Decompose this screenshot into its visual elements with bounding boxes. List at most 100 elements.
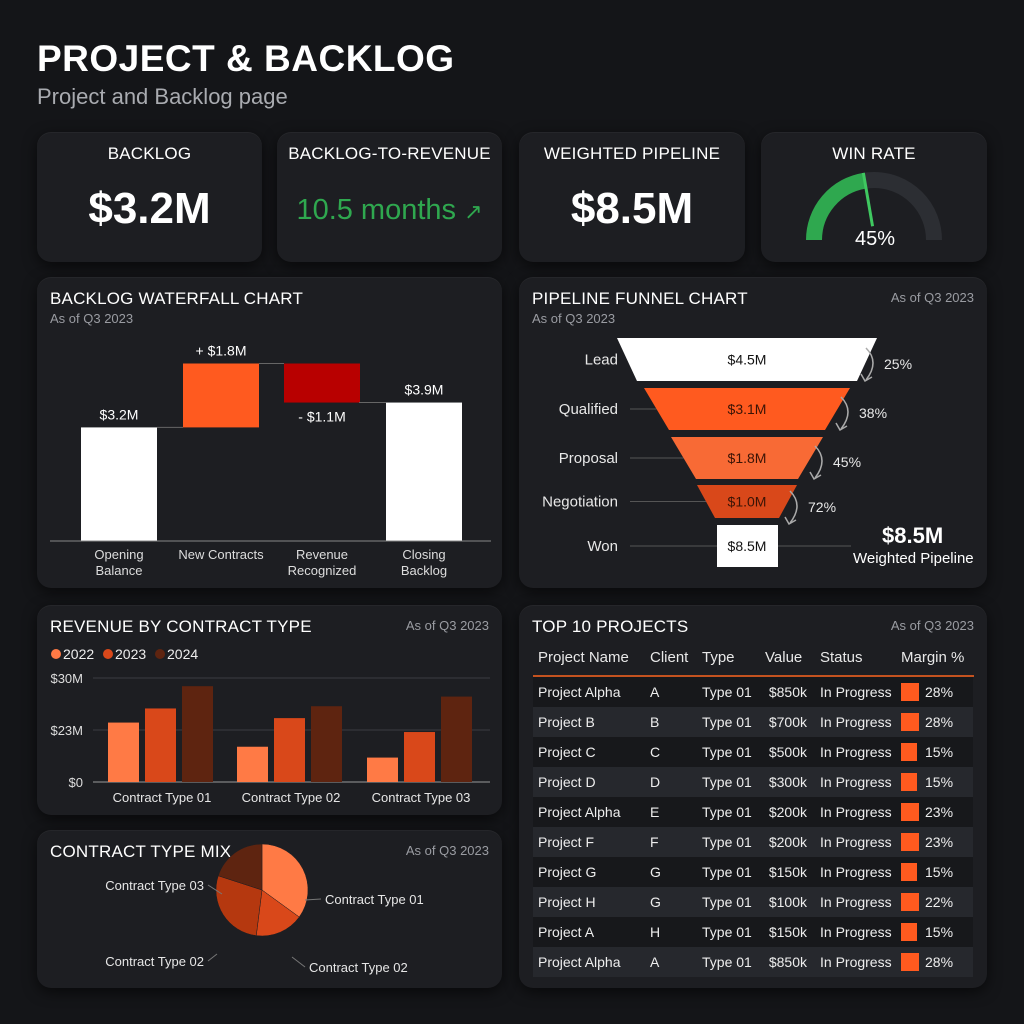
funnel-stage — [697, 485, 797, 518]
waterfall-category-label: Revenue — [296, 547, 348, 562]
table-cell: Type 01 — [702, 834, 752, 850]
chart-title: BACKLOG WATERFALL CHART — [50, 289, 304, 308]
table-cell: 28% — [925, 684, 954, 700]
table-row[interactable]: Project Alpha E Type 01 $200k In Progress 23% — [533, 797, 973, 827]
table-cell: Type 01 — [702, 894, 752, 910]
table-row[interactable]: Project G G Type 01 $150k In Progress 15% — [533, 857, 973, 887]
table-cell: 23% — [925, 804, 954, 820]
table-cell: $500k — [768, 744, 807, 760]
margin-indicator — [901, 863, 917, 881]
table-cell: 15% — [925, 924, 954, 940]
waterfall-value-label: $3.2M — [100, 406, 139, 422]
kpi-value: $8.5M — [570, 184, 694, 233]
table-cell: In Progress — [820, 714, 892, 730]
table-cell: Project F — [538, 834, 595, 850]
arrow-head-icon — [835, 422, 848, 432]
table-cell: Project D — [538, 774, 596, 790]
table-cell: $150k — [768, 924, 807, 940]
funnel-stage-value: $1.8M — [728, 450, 767, 466]
funnel-stage — [671, 437, 823, 479]
chart-title: REVENUE BY CONTRACT TYPE — [50, 617, 312, 636]
table-cell: Type 01 — [702, 774, 752, 790]
waterfall-bar — [284, 363, 360, 403]
table-cell: $200k — [768, 804, 807, 820]
funnel-stage-value: $8.5M — [728, 538, 767, 554]
waterfall-category-label: Opening — [94, 547, 143, 562]
table-cell: $850k — [768, 954, 807, 970]
contract-mix-card: CONTRACT TYPE MIX As of Q3 2023 Contract… — [37, 830, 502, 988]
table-cell: Project C — [538, 744, 596, 760]
table-row[interactable]: Project Alpha A Type 01 $850k In Progress 28% — [533, 677, 973, 707]
table-cell: 28% — [925, 954, 954, 970]
revenue-bar-chart: $0 $23M $30M 2022 2023 2024 Contract Type 01 Co… — [50, 646, 490, 805]
margin-indicator — [901, 953, 919, 971]
curved-arrow-icon — [865, 347, 874, 381]
table-cell: Project Alpha — [538, 684, 621, 700]
revenue-bar — [311, 706, 342, 782]
table-cell: H — [650, 924, 661, 940]
funnel-chart: $4.5M Lead 25% $3.1M Qualified 38% $1.8M Propos… — [542, 338, 912, 567]
kpi-weighted-pipeline: WEIGHTED PIPELINE $8.5M — [519, 132, 745, 262]
pie-label: Contract Type 03 — [105, 878, 204, 893]
column-header[interactable]: Status — [820, 649, 863, 666]
revenue-bar — [237, 746, 268, 782]
margin-indicator — [901, 683, 919, 701]
table-cell: Project Alpha — [538, 804, 621, 820]
conversion-rate: 72% — [808, 499, 836, 515]
column-header[interactable]: Type — [702, 649, 735, 666]
table-title: TOP 10 PROJECTS — [532, 617, 689, 636]
table-cell: $200k — [768, 834, 807, 850]
table-cell: 15% — [925, 744, 954, 760]
funnel-stage-value: $3.1M — [728, 401, 767, 417]
margin-indicator — [901, 773, 917, 791]
kpi-label: WEIGHTED PIPELINE — [543, 144, 721, 163]
table-cell: D — [650, 774, 661, 790]
chart-title: CONTRACT TYPE MIX — [50, 842, 232, 861]
kpi-value: $3.2M — [88, 184, 211, 233]
table-cell: $850k — [768, 684, 807, 700]
kpi-value: 45% — [854, 228, 896, 250]
column-header[interactable]: Project Name — [538, 649, 629, 666]
funnel-stage-name: Lead — [585, 352, 618, 369]
kpi-backlog-to-revenue: BACKLOG-TO-REVENUE 10.5 months ↗ — [277, 132, 502, 262]
weighted-pipeline-label: Weighted Pipeline — [853, 550, 974, 567]
table-row[interactable]: Project A H Type 01 $150k In Progress 15% — [533, 917, 973, 947]
y-tick-label: $30M — [50, 671, 83, 686]
column-header[interactable]: Client — [650, 649, 689, 666]
kpi-win-rate: WIN RATE 45% — [761, 132, 987, 262]
table-cell: 15% — [925, 774, 954, 790]
table-row[interactable]: Project F F Type 01 $200k In Progress 23% — [533, 827, 973, 857]
pipeline-funnel-card: PIPELINE FUNNEL CHART As of Q3 2023 As o… — [519, 277, 987, 588]
funnel-stage — [717, 525, 778, 567]
table-cell: Project Alpha — [538, 954, 621, 970]
table-row[interactable]: Project D D Type 01 $300k In Progress 15% — [533, 767, 973, 797]
waterfall-value-label: + $1.8M — [196, 343, 247, 359]
waterfall-bar — [386, 402, 462, 541]
table-cell: 15% — [925, 864, 954, 880]
column-header[interactable]: Margin % — [901, 649, 965, 666]
kpi-label: WIN RATE — [832, 144, 916, 163]
table-cell: F — [650, 834, 659, 850]
table-row[interactable]: Project Alpha A Type 01 $850k In Progress 28% — [533, 947, 973, 977]
table-cell: C — [650, 744, 661, 760]
table-row[interactable]: Project B B Type 01 $700k In Progress 28% — [533, 707, 973, 737]
table-cell: G — [650, 894, 661, 910]
kpi-label: BACKLOG — [107, 144, 192, 163]
pie-label: Contract Type 01 — [325, 892, 424, 907]
revenue-bar — [367, 757, 398, 782]
margin-indicator — [901, 713, 919, 731]
contract-mix-pie: Contract Type 01 Contract Type 02 Contract… — [105, 843, 424, 975]
table-cell: 22% — [925, 894, 954, 910]
gauge-needle — [861, 172, 875, 227]
table-cell: $300k — [768, 774, 807, 790]
table-cell: Project G — [538, 864, 597, 880]
table-cell: $700k — [768, 714, 807, 730]
table-row[interactable]: Project C C Type 01 $500k In Progress 15% — [533, 737, 973, 767]
legend-label: 2024 — [167, 646, 198, 662]
margin-indicator — [901, 833, 919, 851]
column-header[interactable]: Value — [765, 649, 803, 666]
table-row[interactable]: Project H G Type 01 $100k In Progress 22% — [533, 887, 973, 917]
revenue-bar — [441, 696, 472, 782]
pie-label: Contract Type 02 — [309, 960, 408, 975]
